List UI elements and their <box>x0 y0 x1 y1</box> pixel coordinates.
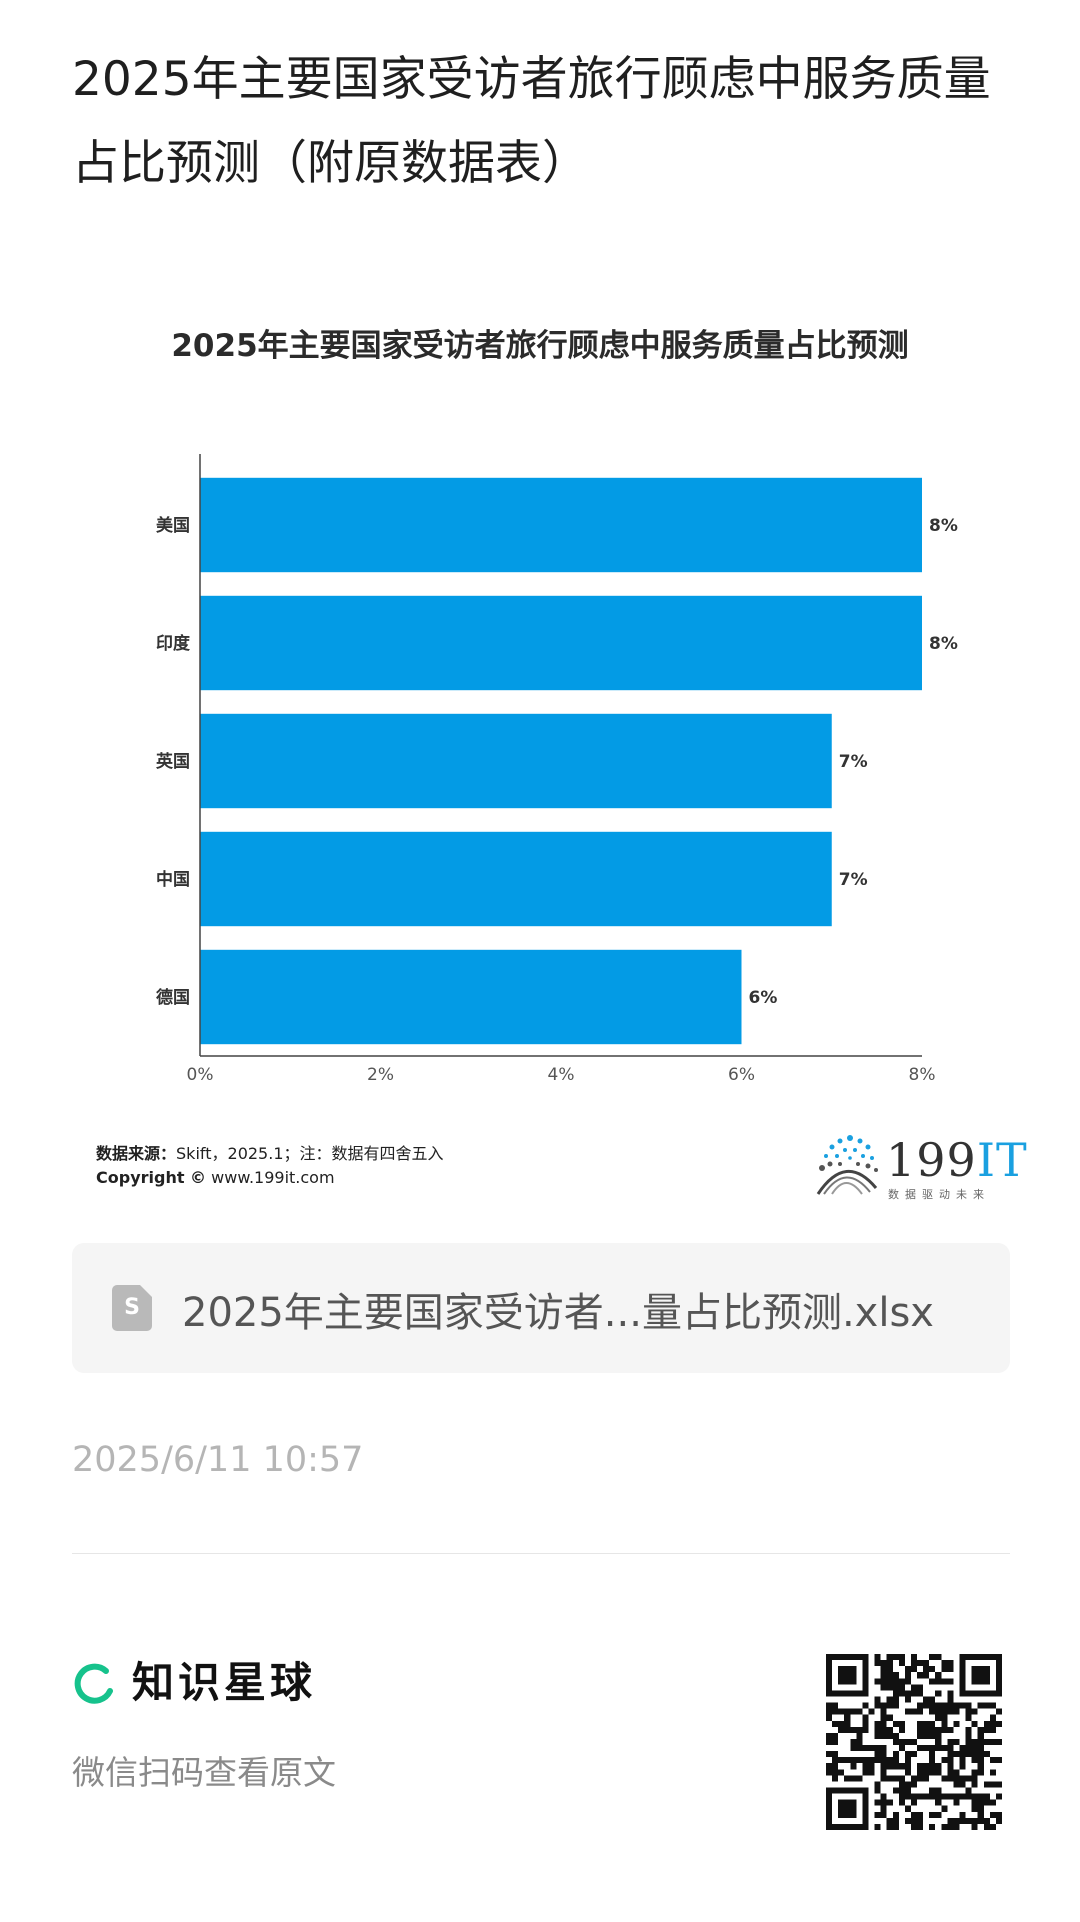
bar <box>200 595 922 691</box>
bar <box>200 713 832 809</box>
category-label: 美国 <box>156 515 190 536</box>
qr-code-icon[interactable] <box>826 1654 1002 1830</box>
data-source-label: 数据来源： <box>96 1144 177 1163</box>
bar <box>200 949 742 1045</box>
data-source-text: Skift，2025.1；注：数据有四舍五入 <box>176 1144 444 1163</box>
data-label: 7% <box>839 870 868 890</box>
x-tick-label: 2% <box>367 1065 394 1085</box>
data-label: 8% <box>929 516 958 536</box>
page-title: 2025年主要国家受访者旅行顾虑中服务质量占比预测（附原数据表） <box>72 52 991 191</box>
bar-chart: 美国 8% 印度 8% 英国 7% 中国 7% 德国 6% 0% 2% 4% 6% 8% <box>156 454 958 1085</box>
attachment-file-card[interactable]: S 2025年主要国家受访者...量占比预测.xlsx <box>72 1243 1010 1373</box>
data-label: 8% <box>929 634 958 654</box>
logo-number: 199 <box>886 1133 977 1187</box>
zhishi-xingqiu-logo-icon <box>74 1663 113 1704</box>
bar <box>200 831 832 927</box>
data-label: 7% <box>839 752 868 772</box>
dot-fan-icon <box>816 1135 878 1195</box>
logo-tagline: 数据驱动未来 <box>888 1188 990 1201</box>
copyright: Copyright © www.199it.com <box>96 1168 335 1187</box>
chart-image: 美国 8% 印度 8% 英国 7% 中国 7% 德国 6% 0% 2% 4% 6% 8% 2025年主要国家… <box>72 300 1027 1220</box>
spreadsheet-file-icon: S <box>112 1285 152 1331</box>
x-tick-label: 8% <box>909 1065 936 1085</box>
publish-timestamp: 2025/6/11 10:57 <box>72 1440 364 1480</box>
logo-wordmark: 199IT <box>886 1132 1028 1188</box>
x-tick-label: 6% <box>728 1065 755 1085</box>
199it-logo: 199IT 数据驱动未来 <box>810 1132 1027 1202</box>
copyright-text: www.199it.com <box>206 1168 335 1187</box>
bar <box>200 477 922 573</box>
category-label: 英国 <box>156 751 190 772</box>
data-label: 6% <box>749 988 778 1008</box>
category-label: 中国 <box>156 869 190 890</box>
x-tick-label: 0% <box>187 1065 214 1085</box>
data-source: 数据来源：Skift，2025.1；注：数据有四舍五入 <box>96 1140 444 1164</box>
file-name: 2025年主要国家受访者...量占比预测.xlsx <box>182 1290 934 1336</box>
scan-tip: 微信扫码查看原文 <box>72 1753 336 1792</box>
logo-it: IT <box>976 1133 1028 1187</box>
category-label: 印度 <box>156 633 191 654</box>
chart-title: 2025年主要国家受访者旅行顾虑中服务质量占比预测 <box>171 328 909 364</box>
brand-name: 知识星球 <box>132 1658 317 1707</box>
file-icon-letter: S <box>124 1295 140 1320</box>
category-label: 德国 <box>156 987 190 1008</box>
divider <box>72 1553 1010 1554</box>
copyright-label: Copyright © <box>96 1168 207 1187</box>
x-tick-label: 4% <box>548 1065 575 1085</box>
